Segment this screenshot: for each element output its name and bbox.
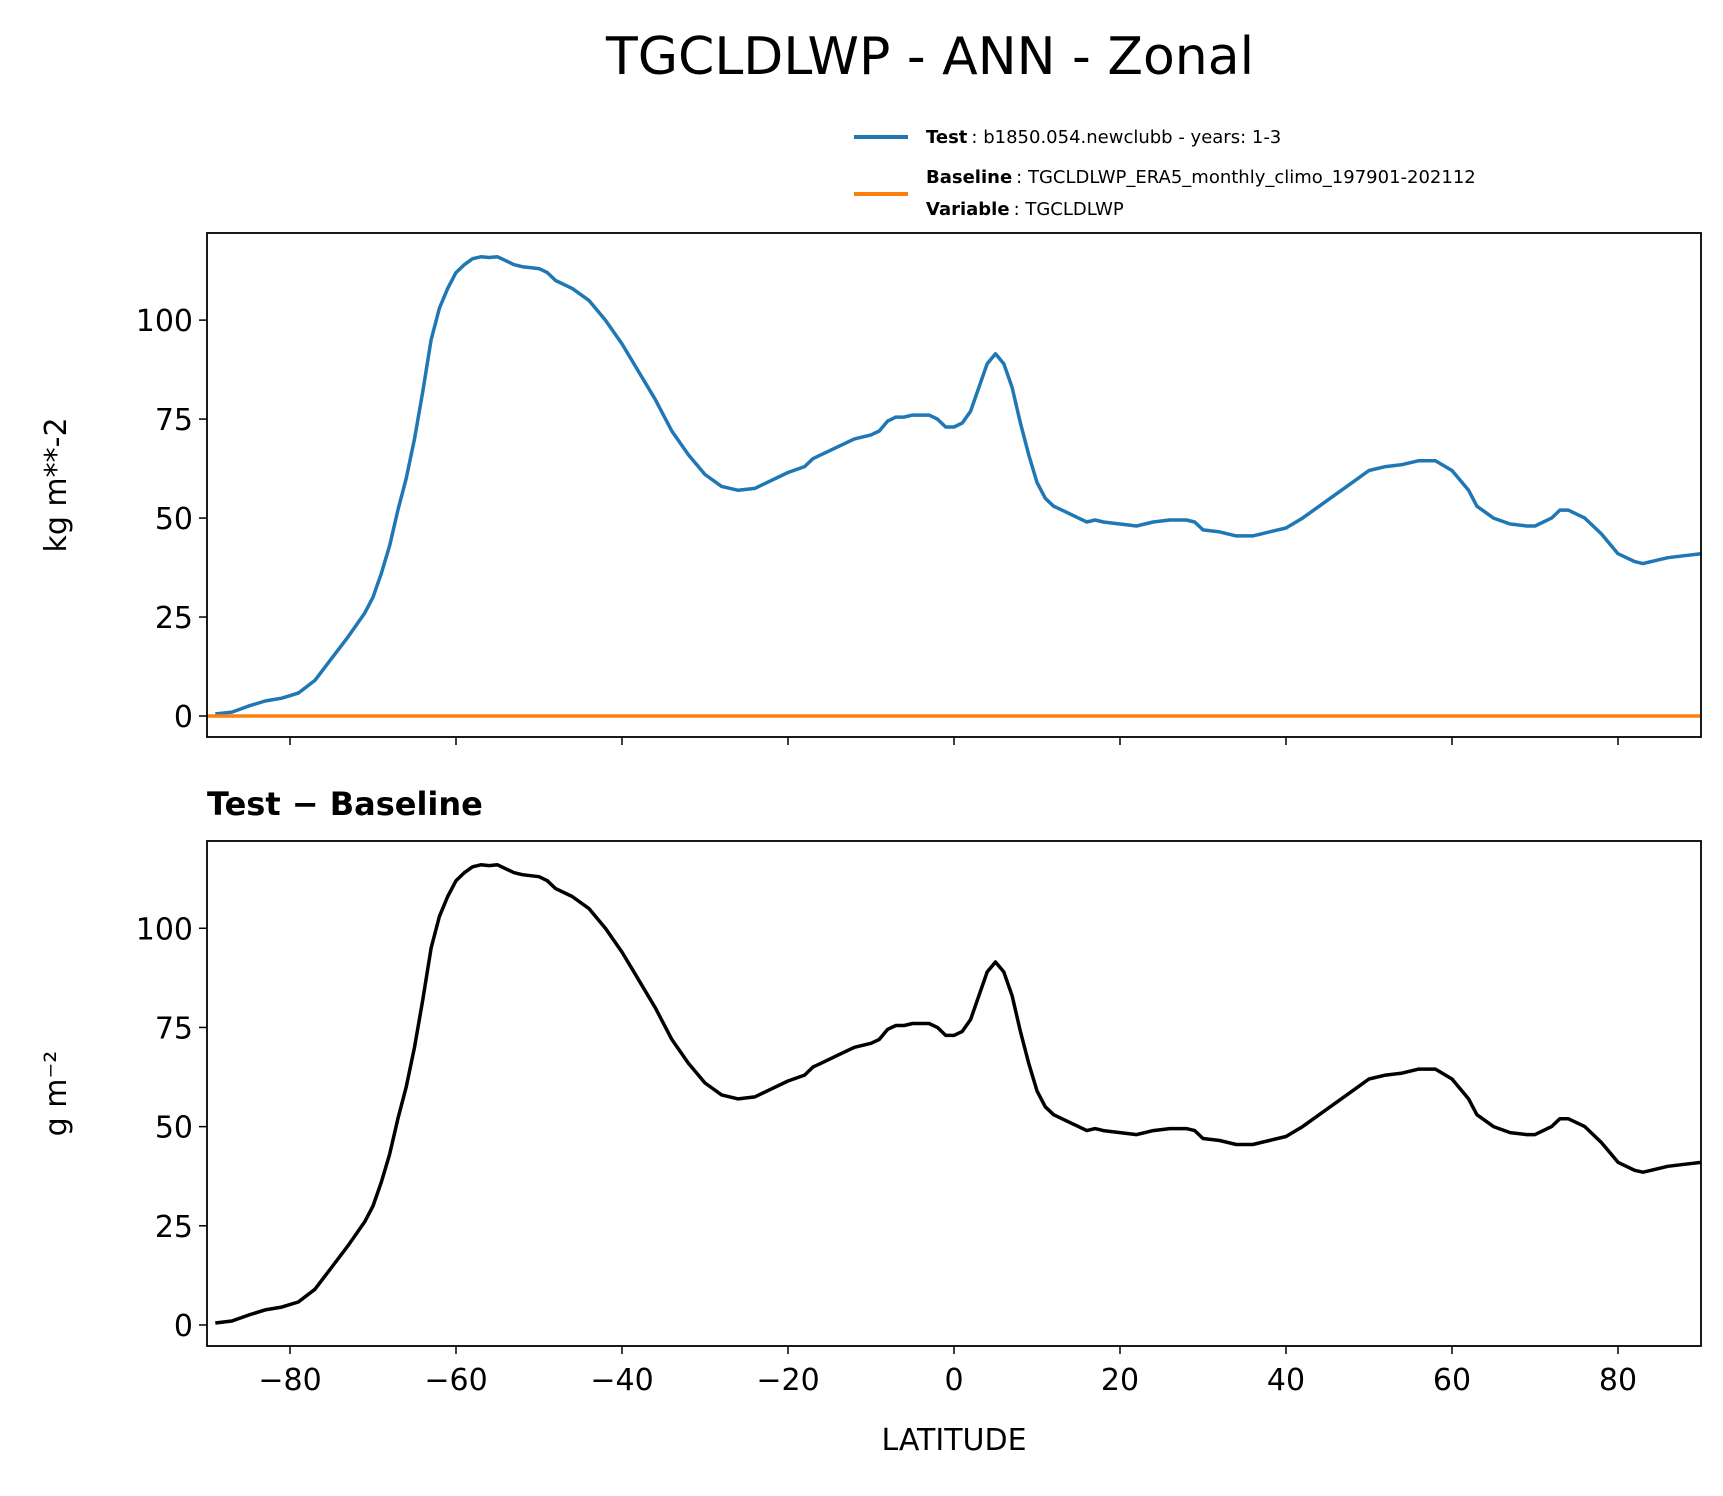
y-tick-label: 0 (174, 700, 193, 735)
legend-label: Test: b1850.054.newclubb - years: 1-3 (926, 127, 1281, 148)
data-line (215, 255, 1701, 716)
x-tick-label: 0 (944, 1363, 963, 1398)
legend-name: Test (926, 127, 968, 148)
legend-note: Variable: TGCLDLWP (926, 199, 1124, 220)
x-tick-label: −80 (258, 1363, 321, 1398)
plot-frame (206, 232, 1702, 738)
y-axis-label: kg m**-2 (39, 417, 74, 552)
y-tick-label: 50 (155, 502, 193, 537)
legend-description: : b1850.054.newclubb - years: 1-3 (971, 127, 1281, 148)
x-tick-label: 20 (1101, 1363, 1139, 1398)
y-axis-label: g m⁻² (39, 1051, 74, 1137)
y-tick-label: 0 (174, 1309, 193, 1344)
x-tick-label: −60 (424, 1363, 487, 1398)
y-tick-label: 25 (155, 601, 193, 636)
y-tick-label: 100 (136, 912, 193, 947)
x-tick-label: −20 (756, 1363, 819, 1398)
legend-name: Baseline (926, 167, 1012, 188)
x-tick-label: −40 (590, 1363, 653, 1398)
x-axis-label: LATITUDE (881, 1423, 1026, 1458)
chart-title: TGCLDLWP - ANN - Zonal (605, 27, 1254, 87)
y-tick-label: 25 (155, 1210, 193, 1245)
y-tick-label: 75 (155, 1011, 193, 1046)
panel-title: Test − Baseline (207, 785, 483, 823)
x-tick-label: 40 (1267, 1363, 1305, 1398)
y-tick-label: 75 (155, 403, 193, 438)
x-tick-label: 60 (1433, 1363, 1471, 1398)
legend-description: : TGCLDLWP_ERA5_monthly_climo_197901-202… (1016, 167, 1476, 188)
x-tick-label: 80 (1599, 1363, 1637, 1398)
data-line (215, 863, 1701, 1325)
y-tick-label: 50 (155, 1111, 193, 1146)
legend-label: Baseline: TGCLDLWP_ERA5_monthly_climo_19… (926, 167, 1476, 188)
legend-note-text: : TGCLDLWP (1014, 199, 1124, 220)
y-tick-label: 100 (136, 304, 193, 339)
plot-frame (206, 840, 1702, 1347)
legend-note-name: Variable (926, 199, 1010, 220)
